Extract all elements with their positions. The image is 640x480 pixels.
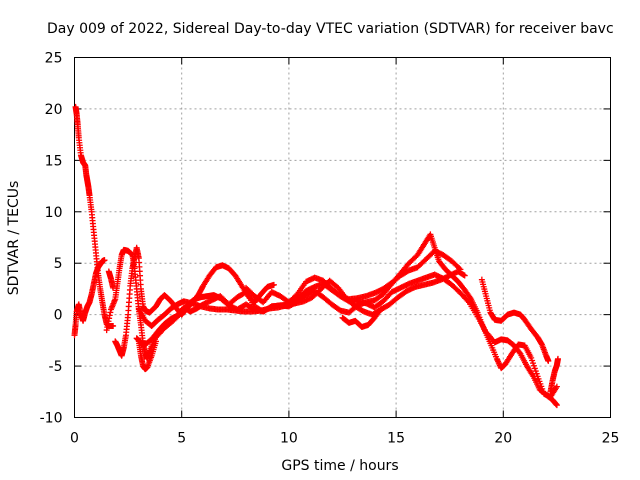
y-tick-label: 0 bbox=[54, 308, 63, 324]
x-tick-label: 20 bbox=[494, 431, 512, 447]
data-point bbox=[554, 355, 561, 362]
x-tick-label: 15 bbox=[387, 431, 405, 447]
chart-title: Day 009 of 2022, Sidereal Day-to-day VTE… bbox=[47, 21, 614, 37]
x-tick-label: 0 bbox=[70, 431, 79, 447]
data-point bbox=[464, 297, 471, 304]
y-tick-labels: -10 -5 0 5 10 15 20 25 bbox=[40, 51, 63, 427]
x-tick-label: 5 bbox=[177, 431, 186, 447]
series-track-2 bbox=[71, 257, 108, 339]
series-track-7 bbox=[135, 338, 159, 373]
data-point bbox=[457, 266, 464, 273]
series-track-6 bbox=[133, 271, 560, 409]
series-track-9 bbox=[243, 247, 464, 306]
data-point bbox=[456, 265, 463, 272]
series-track-3 bbox=[105, 268, 117, 291]
data-point bbox=[378, 305, 385, 312]
data-point bbox=[152, 338, 159, 345]
y-tick-label: 5 bbox=[54, 256, 63, 272]
axis-ticks bbox=[74, 57, 611, 418]
data-point bbox=[553, 402, 560, 409]
y-tick-label: -10 bbox=[40, 411, 63, 427]
series-track-10 bbox=[339, 305, 385, 330]
series-track-4 bbox=[112, 244, 277, 359]
y-tick-label: 15 bbox=[45, 153, 63, 169]
data-point bbox=[461, 272, 468, 279]
series-track-1 bbox=[72, 103, 117, 329]
data-point bbox=[270, 281, 277, 288]
plot-frame bbox=[74, 57, 611, 418]
x-tick-labels: 0 5 10 15 20 25 bbox=[70, 431, 619, 447]
y-axis-label: SDTVAR / TECUs bbox=[6, 181, 22, 296]
y-tick-label: 25 bbox=[45, 51, 63, 67]
data-point bbox=[110, 322, 117, 329]
x-tick-label: 25 bbox=[602, 431, 620, 447]
data-point bbox=[545, 357, 552, 364]
series-track-12 bbox=[547, 355, 561, 395]
y-tick-label: 10 bbox=[45, 205, 63, 221]
data-point bbox=[101, 257, 108, 264]
y-tick-label: 20 bbox=[45, 102, 63, 118]
y-tick-label: -5 bbox=[49, 359, 63, 375]
data-points bbox=[71, 103, 561, 409]
x-axis-label: GPS time / hours bbox=[281, 458, 398, 474]
data-point bbox=[377, 306, 384, 313]
series-track-11 bbox=[478, 276, 552, 364]
data-point bbox=[553, 383, 560, 390]
x-tick-label: 10 bbox=[280, 431, 298, 447]
